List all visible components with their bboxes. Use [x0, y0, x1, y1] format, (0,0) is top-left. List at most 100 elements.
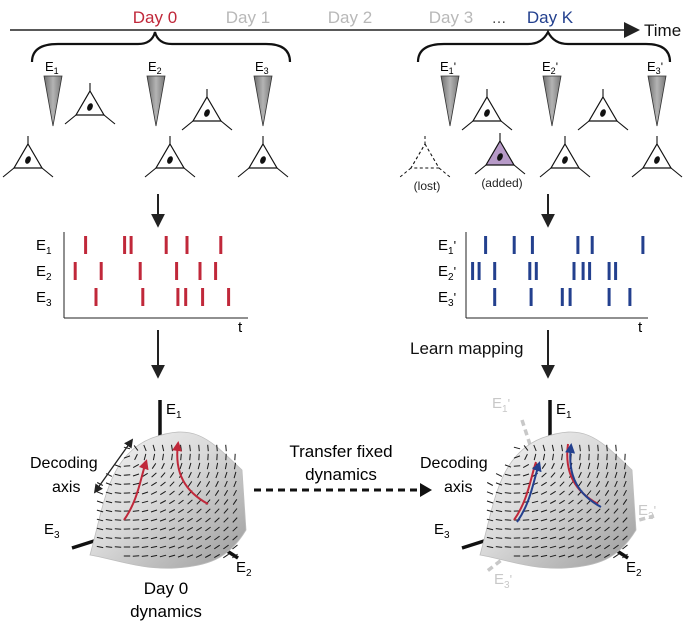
flow-dash: [150, 545, 158, 549]
flow-dash: [214, 535, 220, 541]
svg-text:E3: E3: [434, 521, 450, 541]
flow-dash: [134, 453, 138, 461]
flow-dash: [177, 545, 185, 549]
flow-dash: [161, 444, 165, 452]
flow-dash: [105, 546, 113, 548]
flow-dash: [196, 517, 202, 523]
rasterk-row1-prime: ': [454, 238, 456, 253]
flow-dash: [513, 446, 521, 450]
flow-dash: [586, 481, 592, 487]
svg-text:E2: E2: [626, 559, 642, 579]
flow-dash: [614, 471, 618, 479]
added-neuron: [474, 133, 526, 175]
flow-dash: [559, 499, 565, 505]
electrode-e1: E1: [43, 59, 63, 127]
flow-dash: [559, 481, 565, 487]
flow-dash: [551, 444, 555, 452]
flow-dash: [189, 453, 191, 461]
flow-dash: [549, 527, 557, 531]
lost-neuron: [399, 136, 451, 178]
flow-dash: [605, 471, 609, 479]
dayk-ghost-e1-sub: 1: [502, 404, 508, 415]
flow-dash: [179, 462, 183, 470]
learn-mapping-label: Learn mapping: [410, 339, 523, 358]
flow-dash: [141, 555, 149, 557]
flow-dash: [132, 537, 140, 539]
flow-dash: [196, 508, 202, 514]
flow-dash: [233, 471, 237, 479]
flow-dash: [504, 492, 512, 494]
svg-text:E1: E1: [166, 401, 182, 421]
flow-dash: [576, 536, 584, 540]
flow-dash: [161, 462, 165, 470]
dayk-ghost-e2-prime: ': [654, 503, 656, 518]
flow-dash: [160, 472, 166, 478]
day0-e1-base: E: [166, 401, 176, 418]
flow-dash: [568, 499, 574, 505]
flow-dash: [605, 462, 609, 470]
flow-dash: [132, 519, 140, 521]
flow-dash: [513, 465, 521, 467]
flow-dash: [542, 453, 546, 461]
flow-dash: [622, 553, 628, 559]
dayk-recording: E1' E2' E3' (lost) (add: [399, 59, 683, 193]
day0-raster: E1 E2 E3 t: [36, 232, 248, 336]
flow-dash: [613, 526, 619, 532]
flow-dash: [223, 553, 229, 559]
flow-dash: [232, 553, 238, 559]
flow-dash: [141, 537, 149, 539]
flow-dash: [549, 509, 557, 513]
flow-dash: [622, 544, 628, 550]
flow-dash: [177, 527, 185, 531]
day0-trajectory-1: [123, 459, 149, 521]
flow-dash: [195, 554, 203, 558]
flow-dash: [578, 471, 582, 479]
flow-dash: [531, 509, 539, 513]
dayk-e1-sub: 1: [566, 410, 572, 421]
flow-dash: [578, 462, 582, 470]
flow-dash: [522, 482, 530, 486]
neuron: [539, 136, 591, 178]
flow-dash: [96, 536, 104, 540]
flow-dash: [96, 527, 104, 531]
flow-dash: [150, 518, 158, 522]
flow-dash: [178, 490, 184, 496]
flow-dash: [495, 473, 503, 477]
flow-dash: [568, 481, 574, 487]
flow-dash: [540, 554, 548, 558]
flow-dash: [178, 481, 184, 487]
flow-dash: [576, 554, 584, 558]
flow-dash: [595, 535, 601, 541]
timeline-arrowhead: [624, 22, 640, 38]
flow-dash: [188, 471, 192, 479]
flow-dash: [522, 537, 530, 539]
flow-dash: [495, 491, 503, 495]
flow-dash: [586, 526, 592, 532]
flow-dash: [579, 444, 581, 452]
flow-dash: [541, 472, 547, 478]
flow-dash: [159, 527, 167, 531]
flow-dash: [187, 481, 193, 487]
svg-text:E3': E3': [494, 571, 512, 591]
flow-dash: [540, 509, 548, 513]
flow-dash: [96, 500, 104, 504]
electrode-e1p-prime: ': [454, 60, 456, 74]
flow-dash: [558, 527, 566, 531]
electrode-e1p-sub: 1: [449, 66, 454, 76]
flow-dash: [558, 509, 566, 513]
day0-recording: E1 E2 E3: [2, 59, 289, 178]
flow-dash: [522, 463, 530, 469]
flow-dash: [160, 490, 166, 496]
flow-dash: [177, 554, 185, 558]
flow-dash: [504, 473, 512, 477]
flow-dash: [186, 526, 194, 532]
svg-text:E2': E2': [542, 59, 558, 76]
flow-dash: [196, 490, 202, 496]
svg-text:E2: E2: [36, 263, 52, 283]
time-label: Time: [644, 21, 681, 40]
flow-dash: [141, 546, 149, 548]
added-label: (added): [481, 176, 522, 190]
dayk-raster: E1' E2' E3' t: [438, 232, 648, 336]
flow-dash: [168, 545, 176, 549]
